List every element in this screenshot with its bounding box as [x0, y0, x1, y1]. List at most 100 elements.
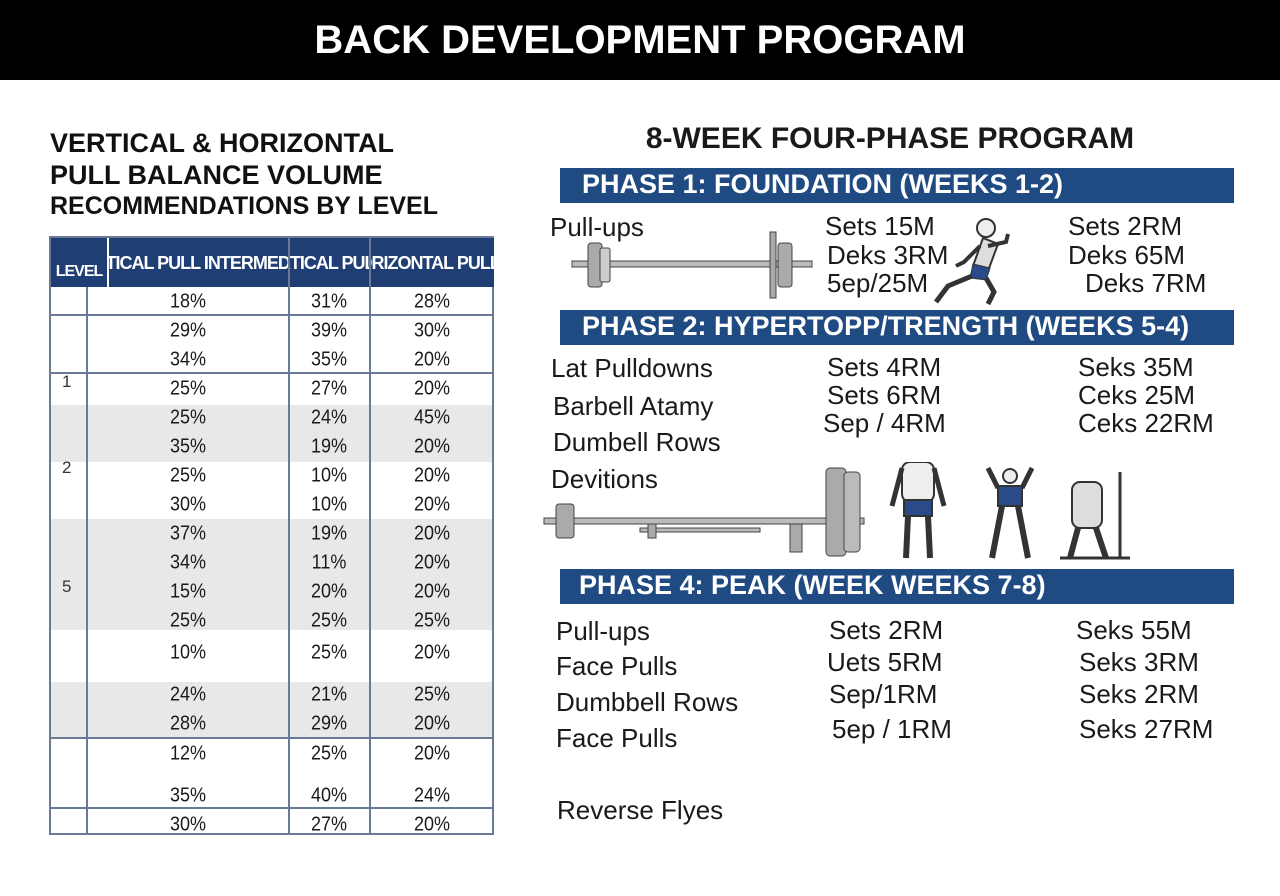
table-cell: 35% — [169, 784, 207, 807]
phase-4-col3: Seks 27RM — [1079, 714, 1214, 744]
table-cell: 20% — [413, 813, 451, 836]
phase-2-exercise: Dumbell Rows — [553, 427, 721, 457]
column-header-vertical-intermediate: VERTICAL PULL INTERMEDIATE — [109, 238, 288, 287]
table-cell: 28% — [169, 712, 207, 735]
level-label: 5 — [62, 577, 72, 596]
table-cell: 20% — [413, 464, 451, 487]
gym-equipment-and-athletes-icon — [543, 462, 1130, 560]
row-band — [51, 682, 492, 739]
phase-4-col2: Sets 2RM — [829, 615, 944, 645]
running-athlete-icon — [934, 218, 1010, 306]
table-cell: 20% — [413, 522, 451, 545]
phase-2-col2: Sep / 4RM — [823, 408, 946, 438]
phase-2-exercise: Barbell Atamy — [553, 391, 714, 421]
table-cell: 29% — [169, 319, 207, 342]
table-cell: 35% — [310, 348, 348, 371]
table-cell: 31% — [310, 290, 348, 313]
phase-4-col2: Sep/1RM — [829, 679, 938, 709]
table-cell: 25% — [413, 609, 451, 632]
program-title: 8-WEEK FOUR-PHASE PROGRAM — [645, 122, 1135, 155]
table-cell: 20% — [413, 493, 451, 516]
pull-balance-table: LEVEL VERTICAL PULL INTERMEDIATE VERTICA… — [49, 236, 494, 836]
table-title-line-1: VERTICAL & HORIZONTAL — [50, 128, 394, 158]
table-cell: 20% — [413, 641, 451, 664]
phase-1-banner — [560, 168, 1234, 203]
phase-4-col3: Seks 3RM — [1079, 647, 1199, 677]
table-cell: 10% — [310, 464, 348, 487]
phase-4-col3: Seks 2RM — [1079, 679, 1199, 709]
table-cell: 20% — [413, 435, 451, 458]
table-cell: 30% — [169, 493, 207, 516]
divider — [51, 807, 492, 809]
table-cell: 34% — [169, 348, 207, 371]
phase-4-col3: Seks 55M — [1076, 615, 1192, 645]
table-cell: 30% — [169, 813, 207, 836]
table-cell: 25% — [310, 609, 348, 632]
phase-1-col2: Deks 3RM — [827, 240, 949, 270]
phase-2-exercise: Devitions — [551, 464, 658, 494]
phase-1-col2: 5ep/25M — [827, 268, 929, 298]
level-label: 2 — [62, 458, 72, 477]
table-cell: 25% — [310, 641, 348, 664]
table-cell: 25% — [169, 406, 207, 429]
phase-1-col2: Sets 15M — [825, 211, 935, 241]
table-cell: 19% — [310, 435, 348, 458]
table-cell: 40% — [310, 784, 348, 807]
level-label: 1 — [62, 372, 72, 391]
phase-2-col3: Seks 35M — [1078, 352, 1194, 382]
table-cell: 25% — [310, 742, 348, 765]
phase-1-col3: Deks 7RM — [1085, 268, 1207, 298]
table-cell: 20% — [413, 551, 451, 574]
column-header-vertical-pct: VERTICAL PULL % — [290, 238, 369, 287]
phase-2-col2: Sets 4RM — [827, 352, 942, 382]
table-cell: 29% — [310, 712, 348, 735]
table-cell: 12% — [169, 742, 207, 765]
table-cell: 27% — [310, 813, 348, 836]
table-cell: 27% — [310, 377, 348, 400]
table-cell: 24% — [310, 406, 348, 429]
table-cell: 25% — [169, 464, 207, 487]
table-cell: 20% — [413, 377, 451, 400]
row-band — [51, 405, 492, 462]
table-title-line-3: RECOMMENDATIONS BY LEVEL — [50, 192, 438, 220]
table-cell: 20% — [413, 742, 451, 765]
table-cell: 35% — [169, 435, 207, 458]
table-title-line-2: PULL BALANCE VOLUME — [50, 160, 383, 190]
table-cell: 10% — [310, 493, 348, 516]
table-cell: 10% — [169, 641, 207, 664]
barbell-icon — [571, 231, 813, 299]
table-cell: 20% — [310, 580, 348, 603]
divider — [86, 287, 88, 833]
phase-4-col2: Uets 5RM — [827, 647, 943, 677]
table-cell: 21% — [310, 683, 348, 706]
title-bar — [0, 0, 1280, 80]
divider — [51, 314, 492, 316]
phase-1-title: PHASE 1: FOUNDATION (WEEKS 1-2) — [582, 169, 1064, 199]
table-cell: 25% — [169, 609, 207, 632]
table-cell: 24% — [169, 683, 207, 706]
phase-2-col3: Ceks 25M — [1078, 380, 1196, 410]
phase-4-exercise: Face Pulls — [556, 651, 678, 681]
phase-2-col2: Sets 6RM — [827, 380, 942, 410]
phase-4-exercise: Dumbbell Rows — [556, 687, 739, 717]
table-cell: 18% — [169, 290, 207, 313]
phase-4-exercise: Face Pulls — [556, 723, 678, 753]
table-cell: 25% — [413, 683, 451, 706]
table-cell: 24% — [413, 784, 451, 807]
table-cell: 34% — [169, 551, 207, 574]
table-cell: 45% — [413, 406, 451, 429]
table-cell: 25% — [169, 377, 207, 400]
phase-2-col3: Ceks 22RM — [1078, 408, 1214, 438]
phase-2-exercise: Lat Pulldowns — [551, 353, 713, 383]
divider — [51, 737, 492, 739]
table-cell: 20% — [413, 348, 451, 371]
phase-1-exercise: Pull-ups — [550, 212, 644, 242]
column-header-horizontal-pct: HORIZONTAL PULL % — [371, 238, 494, 287]
phase-4-exercise: Pull-ups — [556, 616, 650, 646]
phase-1-col3: Sets 2RM — [1068, 211, 1183, 241]
table-cell: 19% — [310, 522, 348, 545]
table-cell: 20% — [413, 580, 451, 603]
divider — [51, 372, 492, 374]
phase-2-banner — [560, 310, 1234, 345]
divider — [288, 238, 290, 833]
